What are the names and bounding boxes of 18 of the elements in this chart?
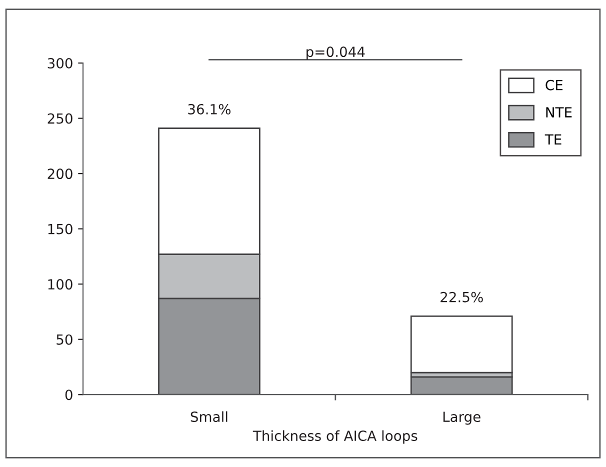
annotation: 22.5% (440, 292, 483, 302)
legend-label: TE (544, 134, 562, 145)
y-tick-label: 0 (65, 390, 72, 400)
x-axis-title: Thickness of AICA loops (252, 430, 418, 444)
bar (410, 376, 513, 395)
legend-label: CE (546, 80, 562, 90)
y-tick-label: 100 (48, 279, 72, 290)
bar (410, 315, 513, 374)
x-tick-label: Large (443, 412, 480, 425)
y-tick-label: 250 (48, 113, 72, 124)
x-tick-label: Small (190, 411, 228, 422)
y-tick-label: 50 (56, 334, 72, 345)
y-tick-label: 200 (48, 168, 72, 180)
annotation: 36.1% (188, 104, 231, 114)
legend-label: NTE (546, 107, 572, 118)
y-tick-label: 300 (48, 58, 72, 69)
text: p=0.044 (306, 46, 365, 60)
y-tick-label: 150 (48, 224, 72, 234)
